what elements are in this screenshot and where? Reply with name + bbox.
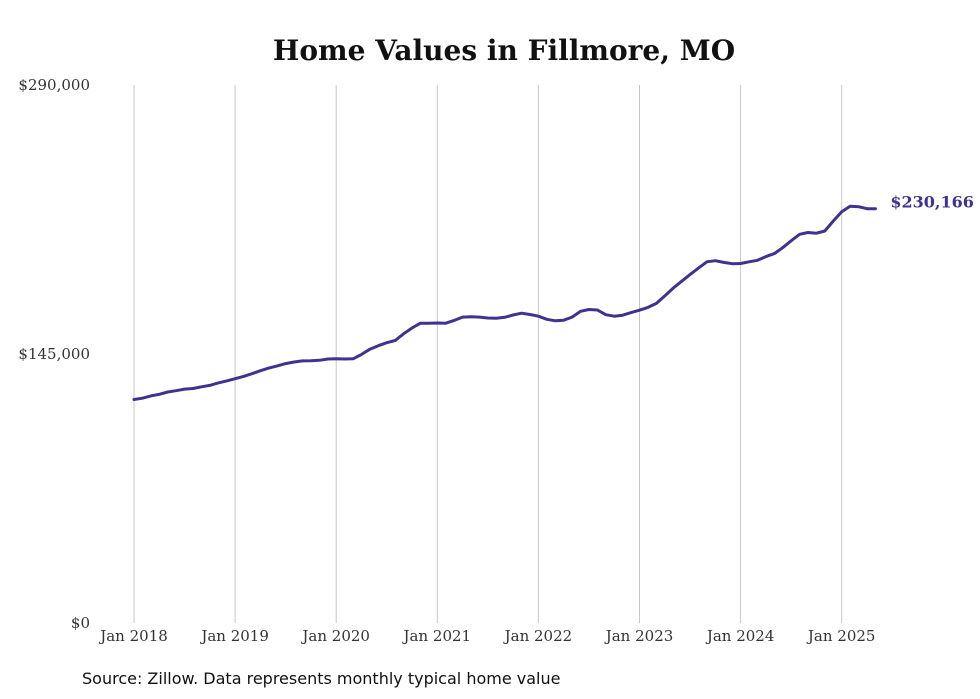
chart-title: Home Values in Fillmore, MO: [273, 34, 735, 67]
x-axis: Jan 2018 Jan 2019 Jan 2020 Jan 2021 Jan 2022…: [98, 627, 875, 645]
end-value-label: $230,166: [890, 193, 974, 212]
y-tick-label: $145,000: [18, 345, 90, 363]
y-tick-label: $0: [71, 614, 90, 632]
x-tick-label: Jan 2023: [604, 627, 674, 645]
source-note: Source: Zillow. Data represents monthly …: [82, 669, 560, 688]
x-tick-label: Jan 2019: [199, 627, 269, 645]
y-axis: $290,000 $145,000 $0: [18, 76, 90, 632]
x-tick-label: Jan 2021: [402, 627, 472, 645]
series-group: [132, 204, 877, 401]
x-tick-label: Jan 2024: [705, 627, 775, 645]
x-tick-label: Jan 2020: [300, 627, 370, 645]
gridlines: [133, 85, 843, 623]
x-tick-label: Jan 2022: [503, 627, 573, 645]
y-tick-label: $290,000: [18, 76, 90, 94]
series-line: [132, 204, 877, 401]
x-tick-label: Jan 2025: [806, 627, 876, 645]
x-tick-label: Jan 2018: [98, 627, 168, 645]
